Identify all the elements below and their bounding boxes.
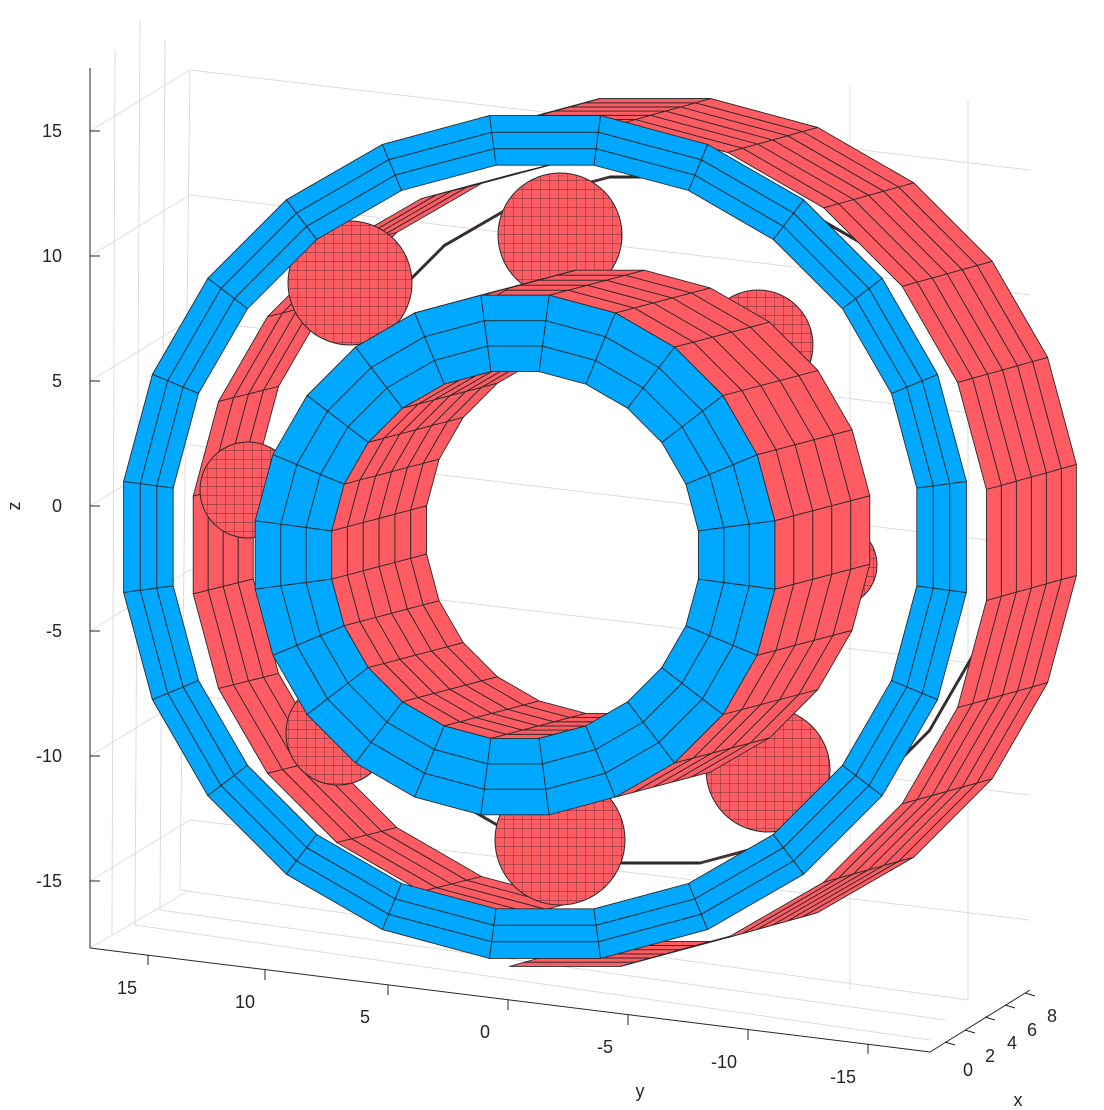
outer-ring-outer-wall xyxy=(1045,468,1062,585)
outer-ring-front-face xyxy=(932,483,951,591)
outer-ring-front-face xyxy=(493,148,597,166)
inner-ring-front-face xyxy=(305,527,333,583)
inner-ring-front-face xyxy=(487,737,543,765)
inner-ring-front-face xyxy=(483,320,547,347)
inner-ring-bore-wall xyxy=(331,526,348,580)
y-tick-label: 0 xyxy=(480,1022,490,1042)
inner-ring-front-face xyxy=(483,763,547,790)
y-tick-label: -15 xyxy=(830,1067,856,1087)
outer-ring-front-face xyxy=(916,485,934,589)
inner-ring-outer-wall xyxy=(793,510,814,585)
z-tick-label: -5 xyxy=(46,621,62,641)
inner-ring-bore-wall xyxy=(394,509,412,563)
y-tick-label: 10 xyxy=(235,992,255,1012)
inner-ring-outer-wall xyxy=(831,500,852,575)
z-tick-label: 10 xyxy=(42,246,62,266)
outer-ring-outer-wall xyxy=(1000,480,1017,597)
z-tick-label: 5 xyxy=(52,371,62,391)
x-axis-label: x xyxy=(1014,1090,1023,1110)
inner-ring-outer-wall xyxy=(774,515,795,590)
inner-ring-outer-wall xyxy=(850,495,871,570)
outer-ring-outer-wall xyxy=(1015,476,1032,593)
outer-ring-back-face xyxy=(609,862,701,865)
outer-ring-front-face xyxy=(123,481,141,593)
outer-ring-outer-wall xyxy=(569,102,696,108)
x-tick-label: 6 xyxy=(1027,1020,1037,1040)
outer-ring-outer-wall xyxy=(985,484,1002,601)
bearing-model xyxy=(123,98,1077,967)
z-tick-label: -10 xyxy=(36,746,62,766)
x-tick-label: 0 xyxy=(963,1060,973,1080)
inner-ring-front-face xyxy=(723,523,750,587)
inner-ring-bore-wall xyxy=(346,522,364,576)
outer-ring-front-face xyxy=(489,115,601,133)
x-tick-label: 4 xyxy=(1007,1033,1017,1053)
outer-ring-front-face xyxy=(491,924,599,943)
axis-lines xyxy=(89,68,1031,1053)
outer-ring-outer-wall xyxy=(539,110,666,116)
inner-ring-bore-wall xyxy=(362,517,380,572)
y-tick-label: -5 xyxy=(597,1037,613,1057)
inner-ring-bore-wall xyxy=(378,513,396,568)
y-tick-label: -10 xyxy=(711,1052,737,1072)
inner-ring-bore-wall xyxy=(410,505,428,559)
inner-ring-front-face xyxy=(280,523,307,587)
inner-ring-front-face xyxy=(254,520,282,590)
y-axis-ticks: 15 10 5 0 -5 -10 -15 y xyxy=(117,955,869,1101)
inner-ring-front-face xyxy=(748,520,776,590)
outer-ring-outer-wall xyxy=(1060,464,1077,581)
ball xyxy=(287,220,413,346)
z-tick-label: -15 xyxy=(36,871,62,891)
x-tick-label: 8 xyxy=(1047,1006,1057,1026)
z-tick-label: 0 xyxy=(52,496,62,516)
outer-ring-front-face xyxy=(489,941,601,959)
y-axis-label: y xyxy=(636,1081,645,1101)
outer-ring-front-face xyxy=(949,481,967,593)
outer-ring-outer-wall xyxy=(584,98,711,104)
outer-ring-outer-wall xyxy=(1030,472,1047,589)
y-tick-label: 5 xyxy=(360,1007,370,1027)
z-axis-label: z xyxy=(4,502,24,511)
inner-ring-front-face xyxy=(487,345,543,373)
x-axis-ticks: 0 2 4 6 8 x xyxy=(944,992,1057,1110)
outer-ring-front-face xyxy=(491,131,599,150)
inner-ring-front-face xyxy=(697,527,725,583)
inner-ring-front-face xyxy=(480,788,550,816)
y-tick-label: 15 xyxy=(117,978,137,998)
outer-ring-outer-wall xyxy=(554,106,681,112)
outer-ring-outer-wall xyxy=(509,961,636,967)
x-tick-label: 2 xyxy=(985,1046,995,1066)
outer-ring-front-face xyxy=(156,485,174,589)
inner-ring-outer-wall xyxy=(812,505,833,580)
inner-ring-front-face xyxy=(480,294,550,322)
z-axis-ticks: 15 10 5 0 -5 -10 -15 z xyxy=(4,121,100,891)
z-tick-label: 15 xyxy=(42,121,62,141)
outer-ring-front-face xyxy=(139,483,158,591)
outer-ring-front-face xyxy=(493,908,597,926)
